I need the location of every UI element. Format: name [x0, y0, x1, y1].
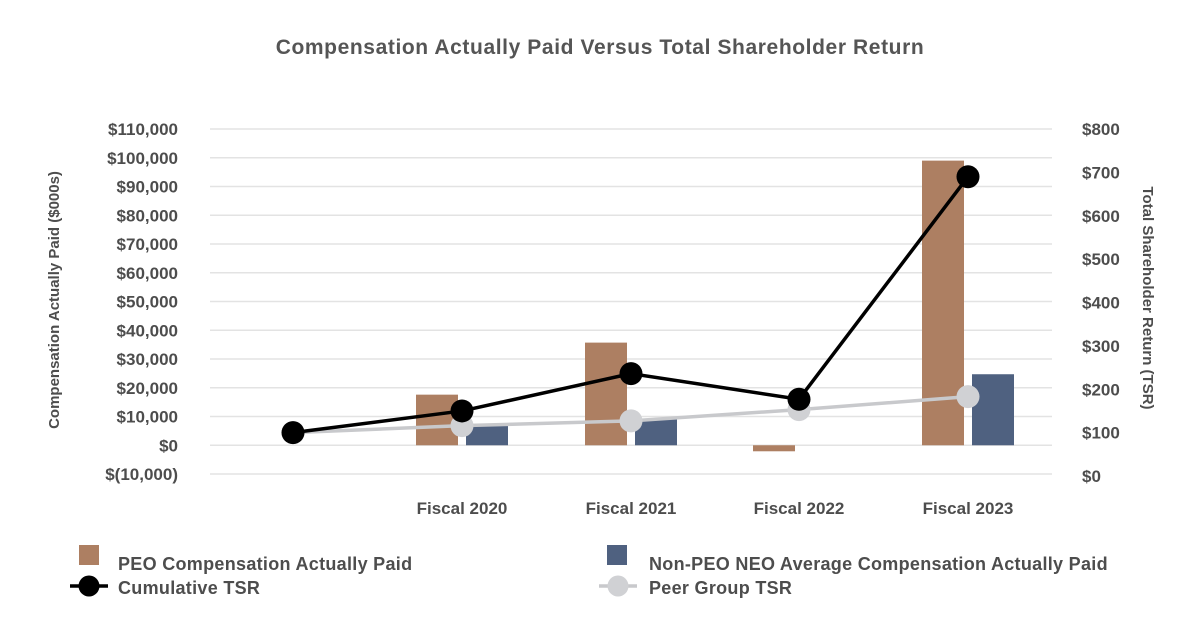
right-axis-ticks: $800 $700 $600 $500 $400 $300 $200 $100 $0 — [1082, 120, 1120, 486]
left-tick-label: $110,000 — [108, 120, 178, 139]
gridlines — [210, 128, 1052, 475]
legend-label-peer-group-tsr: Peer Group TSR — [649, 578, 792, 598]
right-tick-label: $0 — [1082, 467, 1101, 486]
right-tick-label: $200 — [1082, 380, 1120, 399]
legend-swatch-peo — [79, 545, 99, 565]
x-tick-label: Fiscal 2023 — [923, 499, 1014, 518]
x-tick-label: Fiscal 2020 — [417, 499, 508, 518]
right-tick-label: $100 — [1082, 424, 1120, 443]
bar-peo-compensation — [922, 160, 964, 446]
right-tick-label: $400 — [1082, 294, 1120, 313]
lines — [281, 165, 980, 445]
marker-cumulative-tsr — [787, 387, 811, 411]
marker-cumulative-tsr — [619, 362, 643, 386]
right-tick-label: $300 — [1082, 337, 1120, 356]
bar-peo-compensation — [753, 445, 795, 452]
left-tick-label: $20,000 — [117, 379, 178, 398]
left-axis-ticks: $110,000 $100,000 $90,000 $80,000 $70,000 $60… — [105, 120, 178, 484]
legend-swatch-non-peo-neo — [607, 545, 627, 565]
left-tick-label: $80,000 — [117, 206, 178, 225]
legend-marker-peer-group-tsr — [607, 575, 629, 597]
x-tick-label: Fiscal 2022 — [754, 499, 845, 518]
marker-cumulative-tsr — [281, 421, 305, 445]
bar-non-peo-neo-compensation — [466, 425, 508, 446]
left-tick-label: $(10,000) — [105, 465, 178, 484]
chart-title: Compensation Actually Paid Versus Total … — [276, 36, 925, 59]
left-tick-label: $10,000 — [117, 408, 178, 427]
right-tick-label: $800 — [1082, 120, 1120, 139]
right-tick-label: $500 — [1082, 250, 1120, 269]
right-tick-label: $700 — [1082, 163, 1120, 182]
left-tick-label: $100,000 — [107, 149, 178, 168]
left-tick-label: $30,000 — [117, 350, 178, 369]
legend-label-non-peo-neo: Non-PEO NEO Average Compensation Actuall… — [649, 554, 1108, 574]
marker-peer-group-tsr — [956, 385, 980, 409]
left-tick-label: $50,000 — [117, 293, 178, 312]
legend-label-cumulative-tsr: Cumulative TSR — [118, 578, 260, 598]
marker-cumulative-tsr — [956, 165, 980, 189]
x-axis-labels: Fiscal 2020 Fiscal 2021 Fiscal 2022 Fiscal … — [417, 499, 1014, 518]
bar-non-peo-neo-compensation — [972, 374, 1014, 446]
left-tick-label: $70,000 — [117, 235, 178, 254]
bar-peo-compensation — [585, 342, 627, 446]
legend-marker-cumulative-tsr — [78, 575, 100, 597]
left-tick-label: $90,000 — [117, 178, 178, 197]
right-tick-label: $600 — [1082, 207, 1120, 226]
legend: PEO Compensation Actually Paid Non-PEO N… — [70, 545, 1108, 598]
bar-peo-compensation — [416, 394, 458, 446]
bars — [416, 160, 1014, 452]
left-tick-label: $0 — [159, 436, 178, 455]
marker-peer-group-tsr — [619, 409, 643, 433]
left-axis-title: Compensation Actually Paid ($000s) — [46, 171, 63, 429]
legend-label-peo: PEO Compensation Actually Paid — [118, 554, 412, 574]
left-tick-label: $40,000 — [117, 321, 178, 340]
x-tick-label: Fiscal 2021 — [586, 499, 677, 518]
marker-cumulative-tsr — [450, 399, 474, 423]
right-axis-title: Total Shareholder Return (TSR) — [1139, 186, 1156, 409]
left-tick-label: $60,000 — [117, 264, 178, 283]
